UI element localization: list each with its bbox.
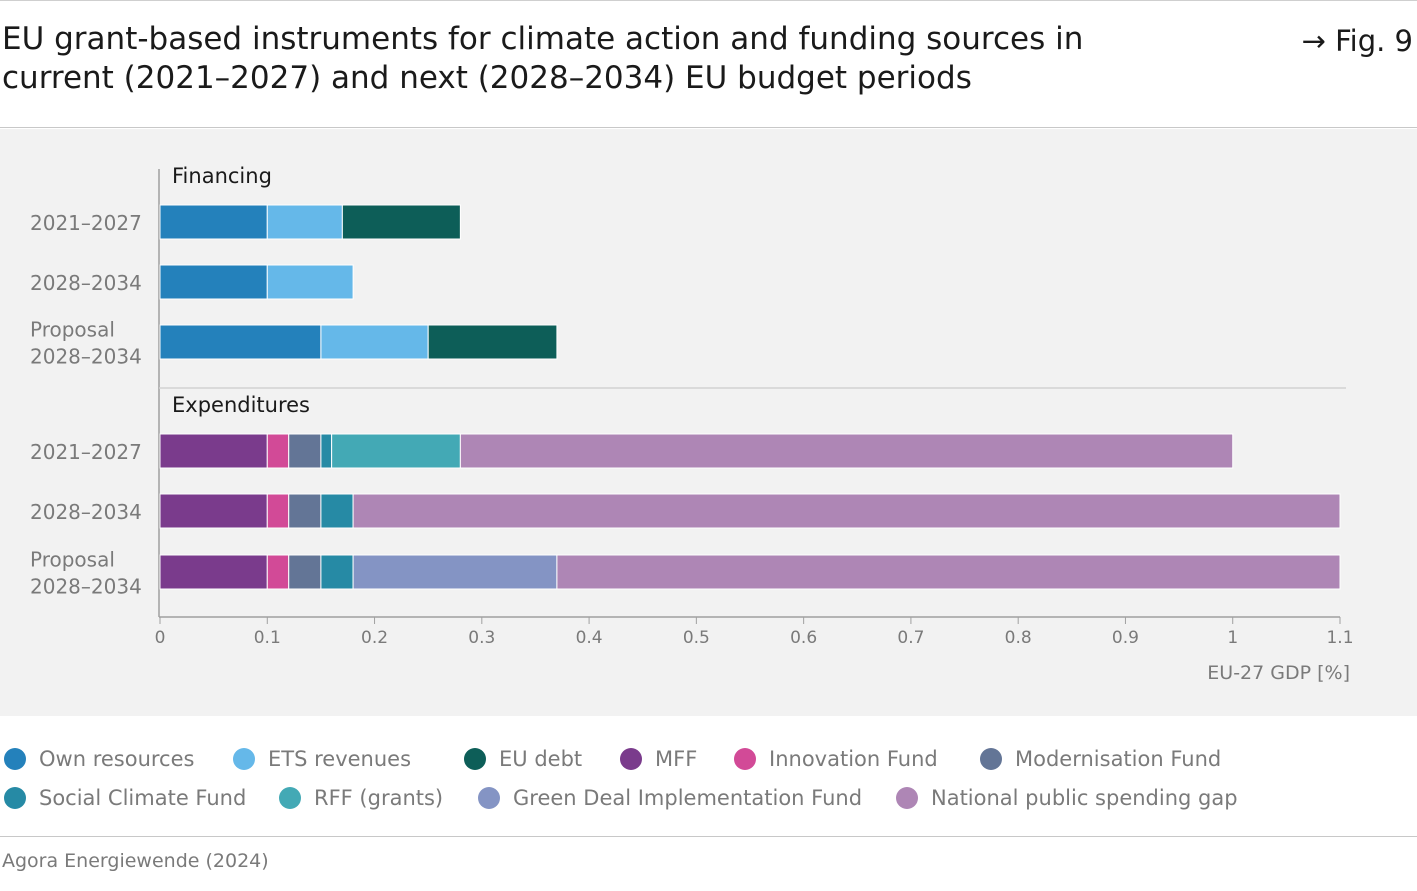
x-tick-label-0-6: 0.6 — [790, 628, 817, 648]
bar-expenditures-1-social-climate-fund — [320, 433, 333, 469]
chart-title: EU grant-based instruments for climate a… — [2, 21, 1084, 96]
legend-label: Social Climate Fund — [39, 786, 247, 810]
title-rule — [0, 127, 1417, 128]
legend-swatch — [734, 748, 756, 770]
x-tick-label-1-1: 1.1 — [1326, 628, 1353, 648]
row-label-expenditures-1: 2021–2027 — [30, 440, 142, 464]
bar-expenditures-1-mff — [159, 433, 268, 469]
row-label-expenditures-3-line-2: 2028–2034 — [30, 575, 142, 599]
group-title-financing: Financing — [172, 164, 272, 188]
legend-label: National public spending gap — [931, 786, 1238, 810]
legend-item-national-public-spending-gap: National public spending gap — [896, 786, 1238, 810]
row-label-expenditures-2: 2028–2034 — [30, 500, 142, 524]
x-tick-label-0-3: 0.3 — [468, 628, 495, 648]
bar-expenditures-3-modernisation-fund — [288, 554, 322, 590]
x-tick-label-0: 0 — [155, 628, 166, 648]
bar-financing-1-own-resources — [159, 204, 268, 240]
bar-expenditures-1-national-public-spending-gap — [459, 433, 1234, 469]
bar-expenditures-3-national-public-spending-gap — [556, 554, 1341, 590]
bar-expenditures-3-innovation-fund — [266, 554, 290, 590]
legend-swatch — [464, 748, 486, 770]
legend-swatch — [4, 787, 26, 809]
bar-expenditures-1-innovation-fund — [266, 433, 290, 469]
legend-item-innovation-fund: Innovation Fund — [734, 747, 938, 771]
x-tick-label-0-9: 0.9 — [1112, 628, 1139, 648]
bar-expenditures-2-innovation-fund — [266, 493, 290, 529]
legend-swatch — [620, 748, 642, 770]
x-tick-label-0-7: 0.7 — [897, 628, 924, 648]
bar-expenditures-2-mff — [159, 493, 268, 529]
legend-swatch — [478, 787, 500, 809]
x-tick-label-0-1: 0.1 — [254, 628, 281, 648]
bar-expenditures-1-rff-grants — [331, 433, 461, 469]
bar-financing-3-ets-revenues — [320, 324, 429, 360]
legend-item-social-climate-fund: Social Climate Fund — [4, 786, 246, 810]
legend-swatch — [980, 748, 1002, 770]
row-label-financing-2: 2028–2034 — [30, 271, 142, 295]
legend-label: RFF (grants) — [314, 786, 444, 810]
legend-swatch — [896, 787, 918, 809]
bar-expenditures-1-modernisation-fund — [288, 433, 322, 469]
legend-swatch — [4, 748, 26, 770]
x-tick-label-0-2: 0.2 — [361, 628, 388, 648]
legend-swatch — [279, 787, 301, 809]
legend-label: Green Deal Implementation Fund — [513, 786, 863, 810]
bar-expenditures-2-social-climate-fund — [320, 493, 354, 529]
legend-swatch — [233, 748, 255, 770]
bar-financing-1-ets-revenues — [266, 204, 343, 240]
legend-item-mff: MFF — [620, 747, 697, 771]
legend-label: ETS revenues — [268, 747, 412, 771]
x-tick-label-0-4: 0.4 — [576, 628, 603, 648]
legend-item-rff-grants: RFF (grants) — [279, 786, 443, 810]
bar-financing-1-eu-debt — [341, 204, 461, 240]
row-label-expenditures-3-line-1: Proposal — [30, 548, 115, 572]
row-label-financing-1: 2021–2027 — [30, 211, 142, 235]
row-label-financing-3-line-1: Proposal — [30, 318, 115, 342]
legend-label: Innovation Fund — [769, 747, 938, 771]
bar-financing-2-own-resources — [159, 264, 268, 300]
legend: Own resources ETS revenues EU debt MFF Innov… — [0, 737, 1417, 827]
bar-expenditures-3-green-deal-implementation-fund — [352, 554, 558, 590]
group-title-expenditures: Expenditures — [172, 393, 310, 417]
source-note: Agora Energiewende (2024) — [2, 850, 269, 872]
legend-label: MFF — [655, 747, 698, 771]
bar-expenditures-3-mff — [159, 554, 268, 590]
legend-label: Modernisation Fund — [1015, 747, 1222, 771]
bar-expenditures-2-modernisation-fund — [288, 493, 322, 529]
figure-label: → Fig. 9 — [1301, 24, 1413, 58]
top-rule — [0, 0, 1417, 1]
legend-item-own-resources: Own resources — [4, 747, 194, 771]
bar-financing-3-own-resources — [159, 324, 322, 360]
legend-item-modernisation-fund: Modernisation Fund — [980, 747, 1221, 771]
legend-item-eu-debt: EU debt — [464, 747, 582, 771]
x-tick-label-1: 1 — [1227, 628, 1238, 648]
legend-item-ets-revenues: ETS revenues — [233, 747, 411, 771]
legend-label: Own resources — [39, 747, 195, 771]
stacked-bar-chart: Financing 2021–2027 2028–2034 Proposal 2028–… — [30, 164, 1354, 684]
bar-expenditures-3-social-climate-fund — [320, 554, 354, 590]
x-axis-label: EU-27 GDP [%] — [1207, 662, 1350, 684]
row-label-financing-3-line-2: 2028–2034 — [30, 345, 142, 369]
bar-financing-2-ets-revenues — [266, 264, 354, 300]
legend-item-green-deal-implementation-fund: Green Deal Implementation Fund — [478, 786, 862, 810]
bar-expenditures-2-national-public-spending-gap — [352, 493, 1341, 529]
legend-label: EU debt — [499, 747, 583, 771]
x-tick-label-0-5: 0.5 — [683, 628, 710, 648]
bar-financing-3-eu-debt — [427, 324, 558, 360]
x-tick-label-0-8: 0.8 — [1005, 628, 1032, 648]
bottom-rule — [0, 836, 1417, 837]
